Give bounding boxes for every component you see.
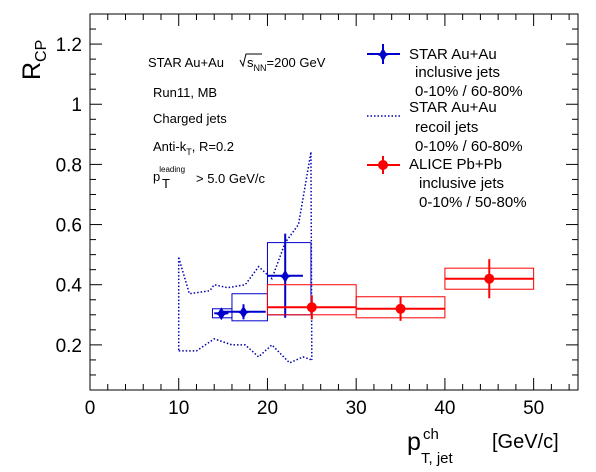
- info-block: STAR Au+Au sNN=200 GeV Run11, MB Charged…: [148, 53, 326, 191]
- legend-alice-line1: ALICE Pb+Pb: [409, 156, 502, 173]
- y-tick-label: 0.4: [56, 276, 83, 297]
- alice-point-marker: [484, 273, 495, 284]
- x-tick-label: 0: [85, 398, 96, 419]
- legend-star-inclusive-line3: 0-10% / 60-80%: [415, 83, 523, 100]
- x-tick-label: 50: [523, 398, 544, 419]
- x-axis-title: p ch T, jet [GeV/c]: [407, 426, 559, 467]
- legend-entry-star-inclusive: STAR Au+Au inclusive jets 0-10% / 60-80%: [367, 44, 523, 100]
- svg-text:RCP: RCP: [18, 40, 50, 80]
- y-tick-label: 0.8: [56, 155, 82, 176]
- alice-point-marker: [306, 302, 317, 313]
- legend-entry-star-recoil: STAR Au+Au recoil jets 0-10% / 60-80%: [367, 99, 523, 155]
- legend-entry-alice: ALICE Pb+Pb inclusive jets 0-10% / 50-80…: [367, 156, 527, 211]
- info-line-leading: pleading: [153, 165, 185, 184]
- star-inclusive-point-sys-box: [266, 242, 312, 316]
- x-tick-label: 10: [168, 398, 189, 419]
- series-layer: [177, 152, 535, 364]
- y-axis-title-main: R: [18, 62, 46, 80]
- info-line-charged: Charged jets: [153, 111, 227, 126]
- legend-star-recoil-line3: 0-10% / 60-80%: [415, 138, 523, 155]
- x-tick-label: 20: [257, 398, 278, 419]
- alice-point-marker: [395, 303, 406, 314]
- x-axis-title-sub: T, jet: [421, 450, 454, 467]
- x-tick-label: 30: [346, 398, 367, 419]
- legend-star-marker: [375, 48, 391, 62]
- y-tick-label: 1.2: [56, 35, 82, 56]
- x-tick-label: 40: [434, 398, 455, 419]
- legend-star-recoil-line2: recoil jets: [415, 119, 478, 136]
- star-inclusive-point-sys-box: [231, 293, 268, 322]
- y-tick-label: 0.2: [56, 336, 82, 357]
- legend-alice-line2: inclusive jets: [419, 175, 504, 192]
- legend-alice-marker: [378, 160, 388, 170]
- legend-star-recoil-line1: STAR Au+Au: [409, 99, 497, 116]
- y-tick-label: 0.6: [56, 216, 82, 237]
- info-line-collision: STAR Au+Au: [148, 55, 224, 70]
- star-inclusive-point-marker: [278, 269, 293, 283]
- star-inclusive-point-marker: [214, 307, 229, 321]
- y-axis-title-sub: CP: [33, 40, 50, 62]
- x-axis-title-main: p: [407, 428, 421, 456]
- axes-group: 0 10 20 30 40 50 0.2 0.4 0.6 0.8 1 1.2: [56, 13, 578, 419]
- legend-star-inclusive-line1: STAR Au+Au: [409, 46, 497, 63]
- star-inclusive-point-marker: [236, 305, 251, 319]
- x-axis-title-unit: [GeV/c]: [492, 431, 559, 453]
- y-tick-label: 1: [71, 95, 82, 116]
- x-axis-title-sup: ch: [423, 426, 439, 443]
- legend: STAR Au+Au inclusive jets 0-10% / 60-80%…: [367, 44, 527, 211]
- info-line-run: Run11, MB: [153, 85, 217, 100]
- recoil-band-right-edge: [310, 152, 313, 360]
- legend-star-inclusive-line2: inclusive jets: [415, 64, 500, 81]
- info-line-leading-sub: T: [162, 176, 170, 191]
- y-axis-title: RCP: [18, 40, 50, 80]
- info-line-leading-cut: > 5.0 GeV/c: [196, 171, 266, 186]
- recoil-band-lower: [178, 338, 313, 364]
- plot-frame: [89, 13, 579, 391]
- info-line-algorithm: Anti-kT, R=0.2: [153, 139, 234, 157]
- info-line-sqrt: sNN=200 GeV: [247, 55, 326, 73]
- sqrt-symbol: [239, 53, 262, 68]
- legend-alice-line3: 0-10% / 50-80%: [419, 194, 527, 211]
